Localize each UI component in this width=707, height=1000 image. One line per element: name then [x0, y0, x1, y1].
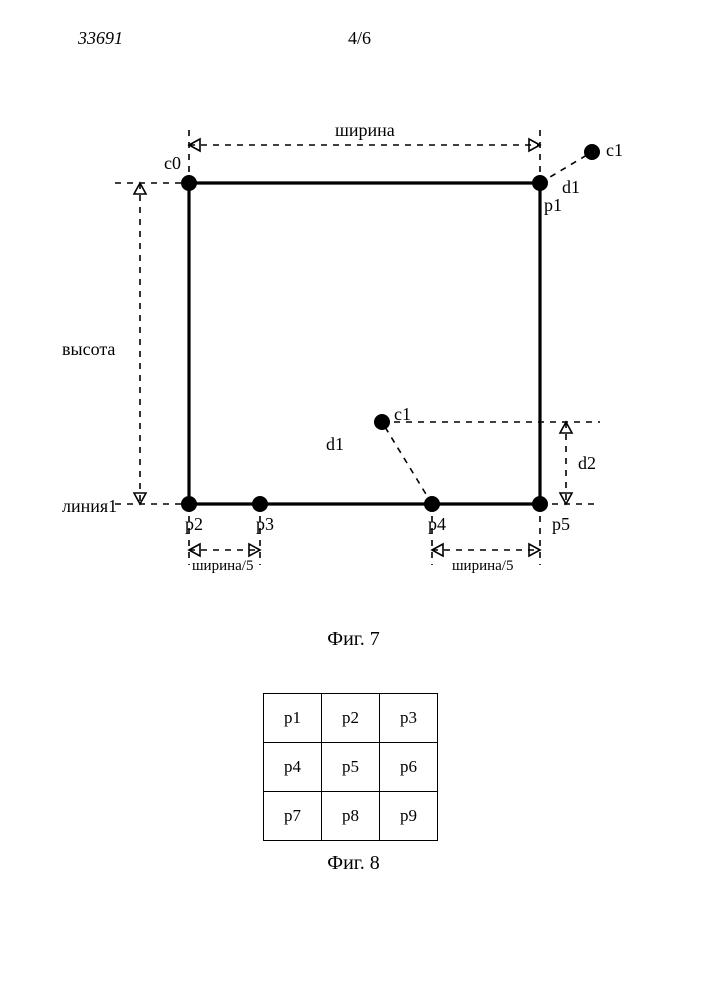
doc-id: 33691	[78, 28, 123, 49]
svg-text:p2: p2	[185, 514, 203, 534]
figure-7-caption: Фиг. 7	[0, 628, 707, 651]
svg-text:p5: p5	[552, 514, 570, 534]
svg-text:c0: c0	[164, 153, 181, 173]
svg-text:d1: d1	[326, 434, 344, 454]
svg-text:ширина/5: ширина/5	[192, 558, 253, 574]
grid-3x3: p1 p2 p3 p4 p5 p6 p7 p8 p9	[263, 693, 438, 841]
cell-p4: p4	[264, 743, 322, 792]
svg-text:d2: d2	[578, 453, 596, 473]
cell-p9: p9	[380, 792, 438, 841]
svg-text:c1: c1	[606, 140, 623, 160]
svg-text:d1: d1	[562, 177, 580, 197]
svg-text:ширина: ширина	[335, 120, 395, 140]
cell-p5: p5	[322, 743, 380, 792]
svg-text:p1: p1	[544, 195, 562, 215]
svg-text:высота: высота	[62, 339, 115, 359]
cell-p7: p7	[264, 792, 322, 841]
cell-p3: p3	[380, 694, 438, 743]
page-number: 4/6	[348, 28, 371, 49]
svg-text:p4: p4	[428, 514, 446, 534]
svg-text:c1: c1	[394, 404, 411, 424]
cell-p2: p2	[322, 694, 380, 743]
figure-8-grid: p1 p2 p3 p4 p5 p6 p7 p8 p9	[263, 693, 438, 841]
svg-text:p3: p3	[256, 514, 274, 534]
page: 33691 4/6 ширинавысоталиния1ширина/5шири…	[0, 0, 707, 1000]
svg-text:линия1: линия1	[62, 496, 117, 516]
cell-p1: p1	[264, 694, 322, 743]
figure-8-caption: Фиг. 8	[0, 852, 707, 875]
cell-p6: p6	[380, 743, 438, 792]
figure-7-diagram: ширина высота линия1 ширина/5 ширина/5 d2 c0 p1…	[0, 70, 707, 610]
svg-text:ширина/5: ширина/5	[452, 558, 513, 574]
cell-p8: p8	[322, 792, 380, 841]
